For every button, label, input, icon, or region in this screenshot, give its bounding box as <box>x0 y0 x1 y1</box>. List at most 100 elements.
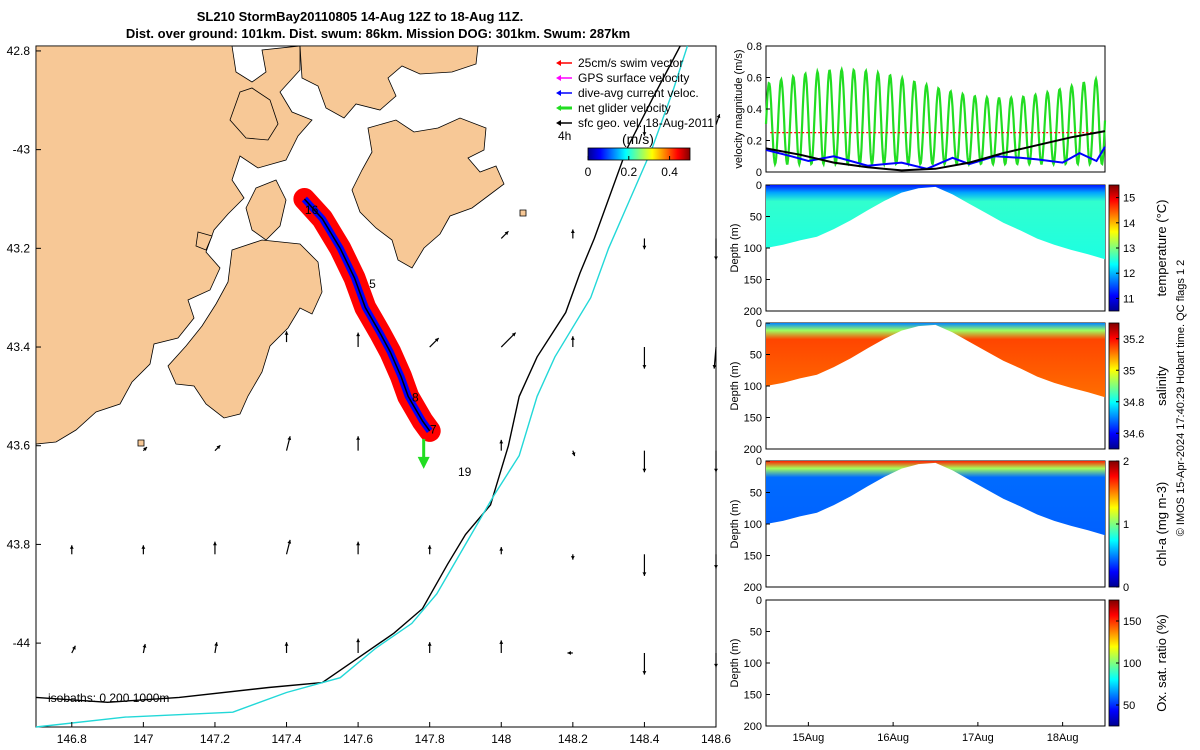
map-y-tick-label: 43.6 <box>7 439 31 453</box>
map-y-tick-label: 43.2 <box>7 241 31 255</box>
section-colorbar-tick-label: 13 <box>1123 243 1135 255</box>
velocity-tick-label: 0.4 <box>747 104 762 116</box>
current-arrow <box>714 652 718 668</box>
legend-label: 25cm/s swim vector <box>578 56 683 70</box>
colorbar-unit: (m/s) <box>622 131 654 147</box>
map-x-tick-label: 147 <box>133 732 153 746</box>
section-ylabel: Depth (m) <box>729 362 741 411</box>
section-colorbar-tick-label: 50 <box>1123 700 1135 712</box>
section-colorbar-tick-label: 1 <box>1123 519 1129 531</box>
colorbar-tick-label: 0.4 <box>661 165 678 179</box>
section-x-tick-label: 15Aug <box>792 732 824 744</box>
section-ylabel: Depth (m) <box>729 500 741 549</box>
section-tick-label: 50 <box>750 212 762 224</box>
velocity-tick-label: 0.6 <box>747 73 762 85</box>
glider-path <box>303 198 431 432</box>
section-tick-label: 200 <box>744 721 762 733</box>
legend-label: dive-avg current veloc. <box>578 86 699 100</box>
net-glider-velocity-arrow <box>417 438 430 469</box>
section-tick-label: 0 <box>756 180 762 192</box>
current-arrow <box>714 450 718 473</box>
current-arrow <box>642 554 647 576</box>
legend-entry: sfc geo. vel. 18-Aug-2011 <box>556 116 714 130</box>
section-colorbar-tick-label: 0 <box>1123 582 1129 594</box>
section-colorbar-tick-label: 11 <box>1123 293 1134 305</box>
section-tick-label: 100 <box>744 658 762 670</box>
legend-label: sfc geo. vel. 18-Aug-2011 <box>578 116 714 130</box>
current-arrow <box>570 336 575 348</box>
current-arrow <box>285 436 292 451</box>
map-y-ticks: 42.8 -43 43.2 43.4 43.6 43.8 -44 <box>7 44 41 650</box>
section-colorbar-tick-label: 34.8 <box>1123 397 1144 409</box>
map-x-tick-label: 147.2 <box>200 732 230 746</box>
current-arrow <box>356 332 361 348</box>
velocity-y-ticks: 0 0.2 0.4 0.6 0.8 <box>747 41 770 179</box>
section-x-tick-label: 16Aug <box>877 732 909 744</box>
colorbar-tick-label: 0.2 <box>620 165 637 179</box>
map-y-tick-label: 43.4 <box>7 340 31 354</box>
section-colorbar-label: temperature (°C) <box>1154 200 1169 297</box>
section-salinity: 0 50 100 150 200 Depth (m) 35.2 35 34.8 34.6 salin… <box>729 318 1169 456</box>
current-arrow <box>714 554 718 569</box>
section-colorbar-tick-label: 150 <box>1123 616 1141 628</box>
velocity-tick-label: 0.2 <box>747 136 762 148</box>
map-y-tick-label: 42.8 <box>7 44 31 58</box>
colorbar-time-label: 4h <box>558 129 571 143</box>
map-x-tick-label: 148.2 <box>558 732 588 746</box>
current-arrow <box>642 347 647 369</box>
current-arrow <box>141 545 146 555</box>
map-x-ticks: 146.8 147 147.2 147.4 147.6 147.8 148 148.2 148.… <box>57 722 731 746</box>
section-colorbar-tick-label: 2 <box>1123 456 1129 468</box>
section-colorbar <box>1108 322 1120 450</box>
day-labels: 16 5 8 7 <box>305 203 437 437</box>
section-tick-label: 150 <box>744 413 762 425</box>
legend-label: GPS surface velocity <box>578 71 689 85</box>
section-tick-label: 100 <box>744 519 762 531</box>
current-arrow <box>715 113 721 126</box>
section-colorbar-label: Ox. sat. ratio (%) <box>1154 614 1169 712</box>
map-x-tick-label: 146.8 <box>57 732 87 746</box>
section-chl_a: 0 50 100 150 200 Depth (m) 2 1 0 chl-a (mg m-3) <box>729 456 1169 594</box>
isobath-1000m <box>35 45 689 728</box>
map-x-tick-label: 148.4 <box>629 732 659 746</box>
section-tick-label: 200 <box>744 582 762 594</box>
legend-entry: net glider velocity <box>556 101 671 115</box>
section-colorbar-tick-label: 34.6 <box>1123 428 1144 440</box>
velocity-series-line <box>765 130 1106 172</box>
section-data-field <box>766 461 1105 536</box>
speed-colorbar: 4h (m/s) 0 0.2 0.4 <box>558 129 691 179</box>
map-x-tick-label: 148 <box>491 732 511 746</box>
section-tick-label: 0 <box>756 456 762 468</box>
current-arrow <box>714 238 718 261</box>
current-arrow <box>214 642 219 654</box>
section-tick-label: 100 <box>744 381 762 393</box>
current-arrow <box>427 642 432 653</box>
colorbar-tick-label: 0 <box>585 165 592 179</box>
current-arrow <box>69 545 74 555</box>
current-arrow <box>500 230 509 239</box>
section-x-tick-label: 18Aug <box>1047 732 1079 744</box>
section-tick-label: 50 <box>750 627 762 639</box>
current-arrow <box>356 436 361 451</box>
section-colorbar-tick-label: 15 <box>1123 193 1135 205</box>
current-arrow <box>285 539 292 555</box>
current-arrow <box>284 642 289 653</box>
velocity-panel: 0 0.2 0.4 0.6 0.8 velocity magnitude (m/s) <box>733 41 1107 179</box>
section-colorbar-tick-label: 35.2 <box>1123 334 1144 346</box>
current-arrow <box>213 541 217 555</box>
track-day-label: 5 <box>369 277 376 291</box>
section-tick-label: 50 <box>750 350 762 362</box>
section-tick-label: 200 <box>744 444 762 456</box>
current-arrow <box>142 446 148 452</box>
glider-track <box>293 188 441 469</box>
current-arrow <box>500 332 517 348</box>
section-tick-label: 150 <box>744 275 762 287</box>
current-vectors <box>69 113 721 675</box>
section-tick-label: 150 <box>744 551 762 563</box>
current-arrow <box>142 643 147 654</box>
map-y-tick-label: -44 <box>13 636 31 650</box>
current-arrow <box>356 541 361 555</box>
